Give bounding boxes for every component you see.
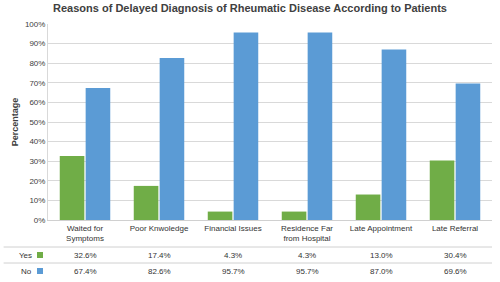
svg-text:Percentage: Percentage: [10, 98, 20, 147]
svg-text:82.6%: 82.6%: [148, 267, 171, 276]
svg-text:50%: 50%: [29, 118, 45, 127]
svg-text:100%: 100%: [25, 20, 45, 29]
svg-text:95.7%: 95.7%: [222, 267, 245, 276]
svg-text:Late Appointment: Late Appointment: [350, 224, 413, 233]
svg-text:10%: 10%: [29, 196, 45, 205]
svg-text:4.3%: 4.3%: [224, 251, 242, 260]
svg-text:30.4%: 30.4%: [444, 251, 467, 260]
svg-text:20%: 20%: [29, 177, 45, 186]
svg-text:67.4%: 67.4%: [74, 267, 97, 276]
svg-text:Late Referral: Late Referral: [432, 224, 478, 233]
svg-text:Financial Issues: Financial Issues: [204, 224, 261, 233]
svg-text:0%: 0%: [34, 216, 46, 225]
svg-text:Yes: Yes: [19, 251, 32, 260]
svg-text:32.6%: 32.6%: [74, 251, 97, 260]
svg-text:90%: 90%: [29, 39, 45, 48]
svg-text:60%: 60%: [29, 98, 45, 107]
svg-text:Reasons of Delayed Diagnosis o: Reasons of Delayed Diagnosis of Rheumati…: [53, 2, 447, 14]
svg-text:17.4%: 17.4%: [148, 251, 171, 260]
svg-text:Poor Knwoledge: Poor Knwoledge: [130, 224, 189, 233]
svg-text:No: No: [21, 267, 32, 276]
svg-text:95.7%: 95.7%: [296, 267, 319, 276]
svg-text:13.0%: 13.0%: [370, 251, 393, 260]
svg-text:30%: 30%: [29, 157, 45, 166]
svg-text:80%: 80%: [29, 59, 45, 68]
svg-text:69.6%: 69.6%: [444, 267, 467, 276]
svg-text:40%: 40%: [29, 137, 45, 146]
svg-text:Waited forSymptoms: Waited forSymptoms: [66, 224, 104, 243]
svg-text:4.3%: 4.3%: [298, 251, 316, 260]
svg-text:Residence Farfrom Hospital: Residence Farfrom Hospital: [281, 224, 333, 243]
svg-text:87.0%: 87.0%: [370, 267, 393, 276]
svg-text:70%: 70%: [29, 79, 45, 88]
